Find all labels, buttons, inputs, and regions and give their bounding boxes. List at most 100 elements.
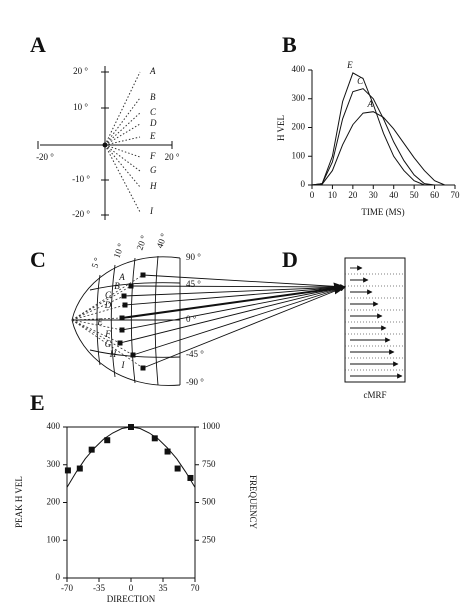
y-axis-label: PEAK H VEL bbox=[14, 476, 24, 528]
amplitude-label: 5 ° bbox=[89, 256, 102, 270]
target-line bbox=[104, 112, 141, 146]
target-label: C bbox=[150, 107, 157, 117]
x-tick-label: 35 bbox=[159, 583, 169, 593]
target-label: E bbox=[96, 317, 103, 327]
target-label: F bbox=[149, 151, 156, 161]
target-label: E bbox=[149, 131, 156, 141]
x-tick-label: 30 bbox=[369, 190, 379, 200]
projection-arrow bbox=[119, 285, 346, 344]
panel-letter: C bbox=[30, 247, 46, 272]
x-tick-label: 0 bbox=[310, 190, 315, 200]
target-label: I bbox=[121, 360, 126, 370]
data-line bbox=[311, 88, 435, 186]
data-line bbox=[311, 111, 445, 186]
amplitude-label: 20 ° bbox=[134, 234, 149, 252]
target-label: D bbox=[149, 118, 157, 128]
data-point bbox=[151, 435, 158, 442]
projection-arrow bbox=[130, 284, 346, 290]
target-line bbox=[71, 285, 132, 321]
data-line bbox=[311, 72, 425, 186]
grid-line bbox=[89, 282, 181, 291]
y-tick-label: 200 bbox=[47, 497, 61, 507]
axis-label: -10 ° bbox=[72, 174, 90, 184]
target-line bbox=[104, 136, 141, 146]
y-tick-label: 400 bbox=[47, 421, 61, 431]
target-line bbox=[104, 144, 141, 172]
data-point bbox=[164, 448, 171, 455]
direction-label: -90 ° bbox=[186, 377, 204, 387]
axis-label: 10 ° bbox=[73, 102, 88, 112]
x-tick-label: 10 bbox=[328, 190, 338, 200]
y-axis-label: H VEL bbox=[276, 115, 286, 141]
x-tick-label: 70 bbox=[451, 190, 461, 200]
y-tick-label: 200 bbox=[292, 122, 306, 132]
data-line bbox=[66, 426, 196, 488]
panel-letter: D bbox=[282, 247, 298, 272]
amplitude-label: 10 ° bbox=[111, 242, 126, 260]
target-label: F bbox=[104, 329, 111, 339]
target-label: I bbox=[149, 206, 154, 216]
plot-frame bbox=[66, 426, 196, 579]
axis-label: -20 ° bbox=[72, 209, 90, 219]
target-label: C bbox=[105, 290, 112, 300]
y2-tick-label: 500 bbox=[202, 497, 216, 507]
y2-tick-label: 250 bbox=[202, 534, 216, 544]
target-label: G bbox=[150, 165, 157, 175]
target-line bbox=[104, 97, 141, 146]
projection-arrow bbox=[142, 274, 346, 290]
y-tick-label: 0 bbox=[301, 179, 306, 189]
target-line bbox=[71, 319, 123, 331]
y2-tick-label: 750 bbox=[202, 459, 216, 469]
eye-map bbox=[71, 255, 181, 386]
target-line bbox=[71, 295, 125, 321]
direction-label: 45 ° bbox=[186, 279, 201, 289]
y2-axis-label: FREQUENCY bbox=[248, 475, 258, 530]
target-label: B bbox=[114, 281, 120, 291]
panel-letter: E bbox=[30, 390, 45, 415]
x-tick-label: -35 bbox=[93, 583, 105, 593]
target-line bbox=[104, 144, 141, 188]
target-label: G bbox=[105, 339, 112, 349]
direction-label: 90 ° bbox=[186, 252, 201, 262]
projection-arrow bbox=[123, 284, 346, 297]
projection-arrow bbox=[124, 284, 346, 306]
target-label: H bbox=[149, 181, 157, 191]
x-tick-label: 50 bbox=[410, 190, 420, 200]
y-tick-label: 100 bbox=[47, 534, 61, 544]
x-tick-label: 60 bbox=[430, 190, 440, 200]
target-label: B bbox=[150, 92, 156, 102]
y-tick-label: 100 bbox=[292, 150, 306, 160]
y-tick-label: 0 bbox=[56, 572, 61, 582]
series-label: C bbox=[357, 76, 364, 86]
x-tick-label: 20 bbox=[348, 190, 358, 200]
series-label: A bbox=[367, 99, 374, 109]
origin bbox=[102, 142, 108, 148]
direction-label: -45 ° bbox=[186, 349, 204, 359]
amplitude-label: 40 ° bbox=[154, 232, 169, 250]
target-label: A bbox=[149, 66, 156, 76]
series-label: E bbox=[346, 60, 353, 70]
y-tick-label: 300 bbox=[292, 93, 306, 103]
x-tick-label: 70 bbox=[191, 583, 201, 593]
x-axis-label: DIRECTION bbox=[107, 594, 156, 604]
direction-label: 0 ° bbox=[186, 314, 197, 324]
cmrf-label: cMRF bbox=[363, 390, 386, 400]
data-point bbox=[76, 465, 83, 472]
target-label: H bbox=[109, 349, 117, 359]
data-point bbox=[64, 467, 71, 474]
target-line bbox=[104, 144, 141, 158]
target-label: D bbox=[104, 300, 112, 310]
data-point bbox=[104, 437, 111, 444]
projection-arrow bbox=[121, 282, 347, 319]
y-tick-label: 400 bbox=[292, 64, 306, 74]
projection-arrow bbox=[132, 285, 346, 356]
axis-label: -20 ° bbox=[36, 152, 54, 162]
x-axis-label: TIME (MS) bbox=[361, 207, 404, 217]
axis-label: 20 ° bbox=[73, 66, 88, 76]
panel-letter: B bbox=[282, 32, 297, 57]
projection-arrow bbox=[142, 286, 346, 369]
panel-letter: A bbox=[30, 32, 46, 57]
data-point bbox=[88, 446, 95, 453]
target-line bbox=[71, 317, 123, 321]
